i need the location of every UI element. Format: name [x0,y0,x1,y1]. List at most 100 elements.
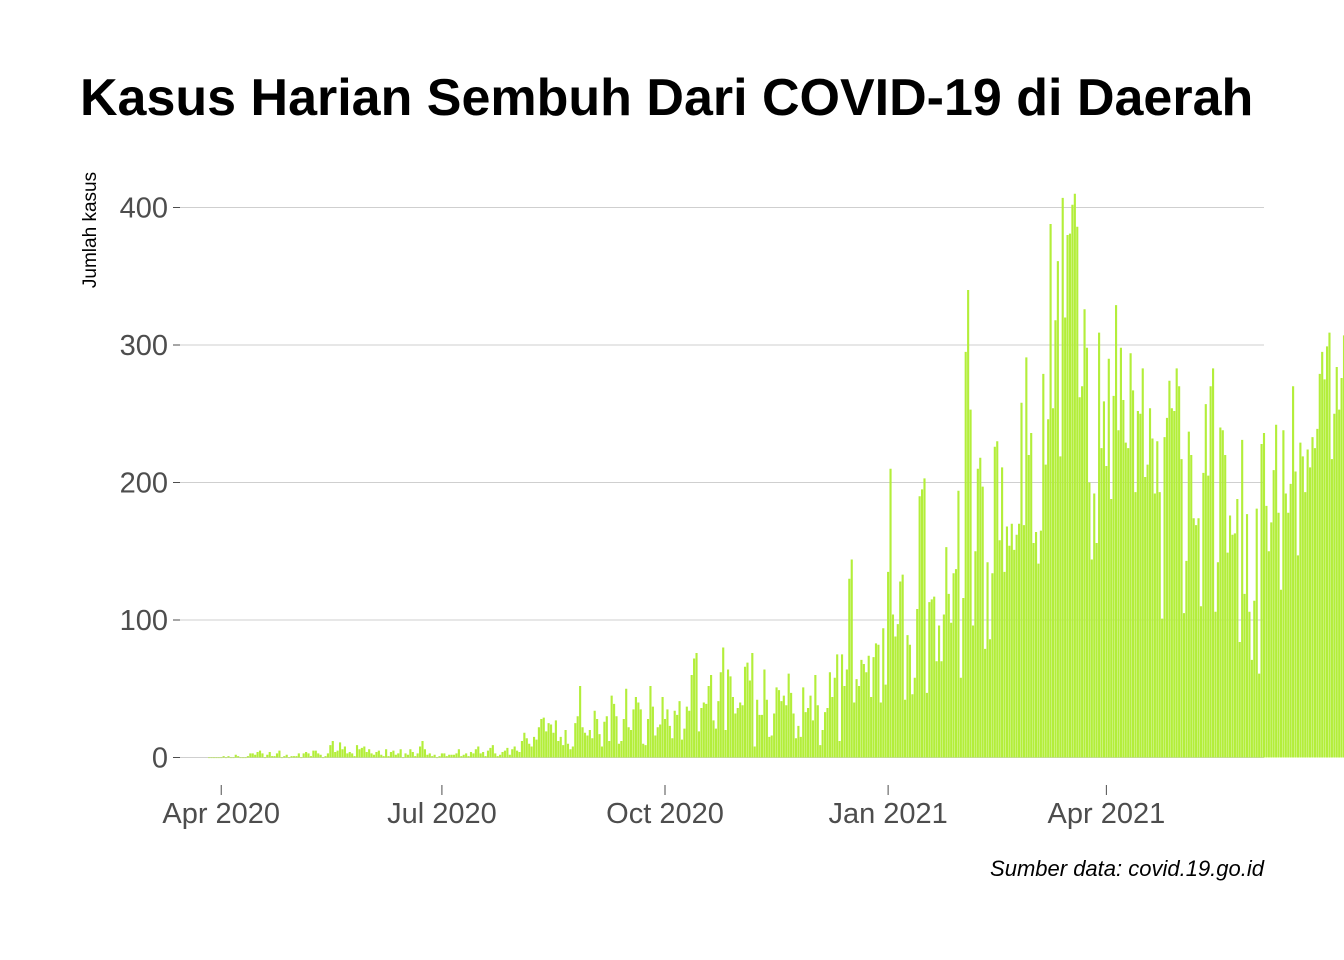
bar [326,753,329,758]
bar [899,581,902,758]
bar [1037,563,1040,758]
bar [1068,233,1072,758]
bar [957,490,960,758]
bar [266,754,269,758]
bar [392,750,395,758]
bar [741,705,744,758]
bar [288,757,291,759]
bar [603,721,606,758]
bar [443,753,446,758]
bar [753,746,756,758]
bar [1270,522,1273,758]
bar [331,741,334,758]
bar [773,713,776,758]
bar [469,752,473,758]
bar [1146,464,1149,758]
bar [734,713,737,758]
bar [1100,448,1103,758]
x-tick-label: Apr 2021 [1048,798,1166,830]
bar [545,731,548,758]
bar [370,753,373,758]
bar [372,754,376,758]
bar [528,743,531,758]
bar [785,705,788,758]
bar [1059,456,1062,758]
bar [491,745,494,758]
bar [634,697,637,758]
bar [486,750,490,758]
bar [731,697,734,758]
bar [717,701,720,758]
bar [329,745,332,758]
bar [532,736,536,758]
bar [268,752,271,758]
bar [312,750,315,758]
bar [700,708,703,758]
bar [877,644,880,758]
bar [1085,347,1089,758]
bar [419,746,422,758]
bar [1340,378,1343,758]
bar [654,735,657,758]
bar [586,735,589,758]
bar [811,720,814,758]
bar [882,628,885,758]
bar [583,732,587,758]
bar [358,749,361,758]
bar [940,661,943,758]
bar [884,684,887,758]
bar [765,699,768,758]
bar [894,636,897,758]
bar [1272,470,1275,758]
bar [816,705,819,758]
bar [693,658,696,758]
bar [770,735,773,758]
bar [1241,439,1244,758]
y-tick-label: 0 [152,743,168,775]
bar [1207,475,1210,758]
bar [758,714,761,758]
bar [1275,424,1278,758]
bar [1013,549,1016,758]
bar [923,478,926,758]
bar [280,757,283,759]
bar [756,699,759,758]
bar [433,754,436,758]
bar [979,457,982,758]
bar [297,753,300,758]
bar [499,754,502,758]
bar [1233,533,1236,758]
bar [1335,367,1338,758]
bar [557,741,560,758]
bar [239,757,242,759]
bar [984,648,987,758]
bar [1134,492,1137,758]
bar [1187,431,1190,758]
bar [360,747,363,758]
bar [1342,335,1344,758]
bars [208,193,1344,759]
bar [380,754,383,758]
bar [739,702,742,758]
bar [683,728,686,758]
bar [1277,512,1280,758]
bar [906,635,909,758]
bar [564,730,567,758]
bar [1182,613,1186,758]
bar [797,725,800,758]
bar [712,720,715,758]
gridlines [180,207,1264,758]
bar [1131,390,1135,758]
bar [804,712,807,758]
bar [661,697,664,758]
bar [482,752,485,758]
bar [1214,611,1217,758]
bar [974,551,977,758]
bar [440,753,443,758]
bar [622,719,625,758]
bar [608,741,611,758]
bar [1178,386,1181,758]
bar [751,653,754,758]
bar [559,736,562,758]
bar [1221,430,1224,758]
